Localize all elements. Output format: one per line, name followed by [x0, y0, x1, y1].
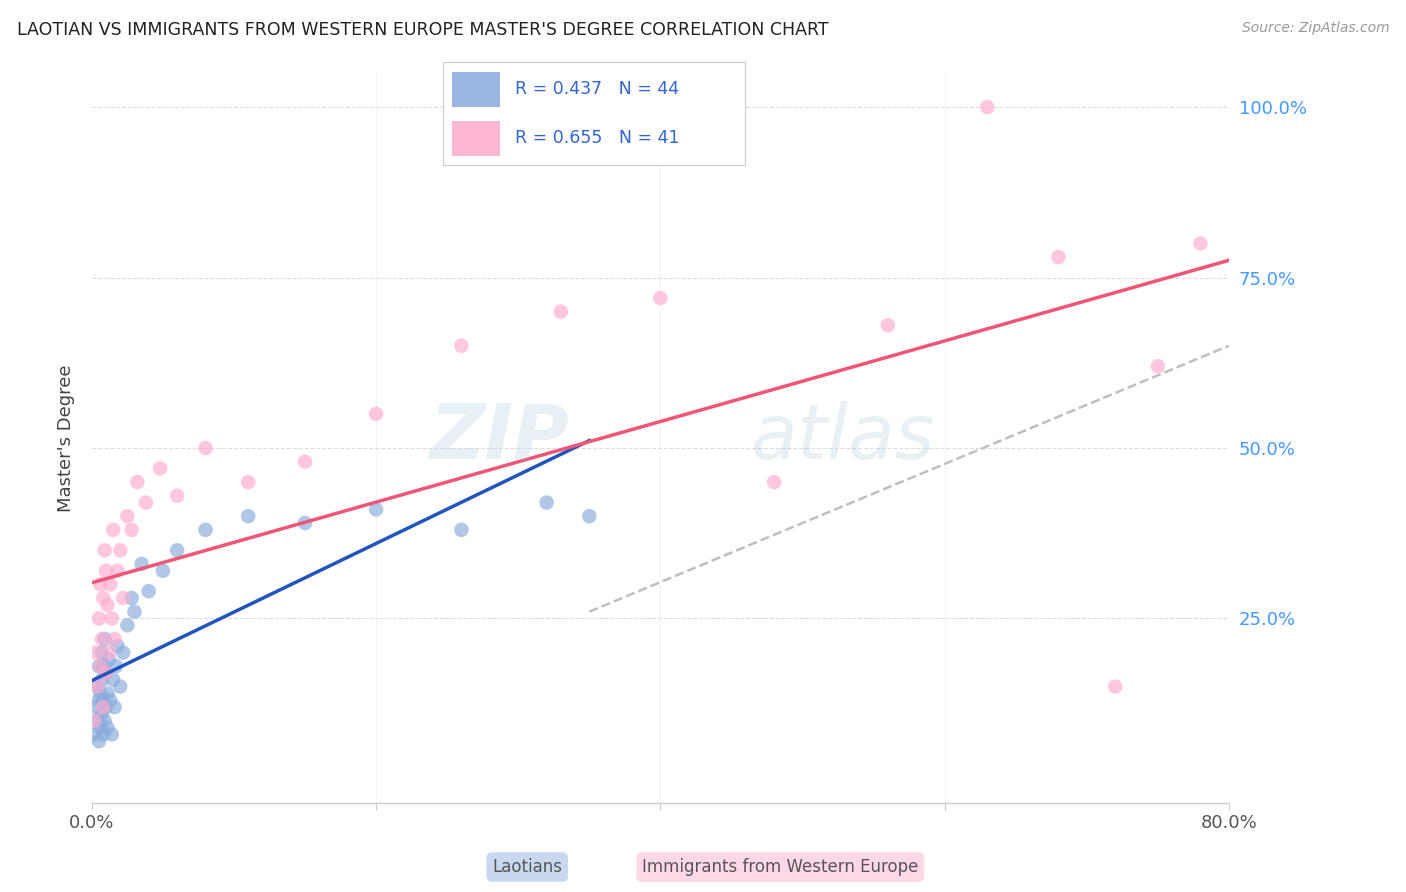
Point: [89, 721, 111, 735]
Point: [105, 659, 128, 673]
Point: [87, 734, 110, 748]
Point: [450, 339, 472, 353]
Point: [112, 646, 135, 660]
Text: Immigrants from Western Europe: Immigrants from Western Europe: [643, 858, 918, 876]
Point: [152, 564, 174, 578]
Text: Laotians: Laotians: [492, 858, 562, 876]
Point: [90, 673, 112, 687]
Y-axis label: Master's Degree: Master's Degree: [58, 364, 75, 511]
Point: [294, 516, 316, 530]
Point: [97, 652, 120, 666]
Point: [107, 639, 129, 653]
Point: [98, 577, 121, 591]
Point: [90, 706, 112, 721]
Point: [93, 714, 115, 728]
Point: [91, 727, 114, 741]
Point: [194, 523, 217, 537]
Point: [121, 591, 143, 605]
Point: [194, 441, 217, 455]
Point: [93, 543, 115, 558]
Point: [100, 611, 122, 625]
Point: [100, 727, 122, 741]
Bar: [451, 121, 501, 156]
Point: [89, 577, 111, 591]
Point: [550, 304, 572, 318]
Point: [110, 680, 132, 694]
Point: [149, 461, 172, 475]
Text: Source: ZipAtlas.com: Source: ZipAtlas.com: [1241, 21, 1389, 36]
Point: [450, 523, 472, 537]
Point: [110, 543, 132, 558]
Point: [138, 584, 160, 599]
Point: [366, 407, 388, 421]
Point: [124, 605, 146, 619]
Point: [83, 714, 105, 728]
Point: [112, 591, 135, 605]
Point: [96, 721, 118, 735]
Point: [103, 700, 125, 714]
Text: atlas: atlas: [751, 401, 936, 475]
Point: [166, 543, 188, 558]
Point: [94, 666, 117, 681]
Point: [135, 495, 157, 509]
Point: [91, 693, 114, 707]
Point: [238, 509, 260, 524]
Point: [117, 618, 139, 632]
Point: [876, 318, 898, 333]
Point: [101, 673, 124, 687]
Point: [93, 632, 115, 646]
Point: [763, 475, 786, 489]
Point: [96, 686, 118, 700]
Point: [91, 591, 114, 605]
Point: [127, 475, 149, 489]
Point: [578, 509, 600, 524]
Point: [650, 291, 672, 305]
Point: [91, 659, 114, 673]
Point: [121, 523, 143, 537]
Point: [90, 632, 112, 646]
Bar: [451, 71, 501, 106]
Point: [107, 564, 129, 578]
Point: [117, 509, 139, 524]
Point: [97, 646, 120, 660]
Text: R = 0.655   N = 41: R = 0.655 N = 41: [516, 129, 681, 147]
Point: [87, 611, 110, 625]
Text: ZIP: ZIP: [430, 401, 569, 475]
Point: [536, 495, 558, 509]
Point: [101, 523, 124, 537]
Point: [238, 475, 260, 489]
Text: LAOTIAN VS IMMIGRANTS FROM WESTERN EUROPE MASTER'S DEGREE CORRELATION CHART: LAOTIAN VS IMMIGRANTS FROM WESTERN EUROP…: [17, 21, 828, 39]
Point: [294, 455, 316, 469]
Point: [166, 489, 188, 503]
Point: [96, 598, 118, 612]
Point: [86, 714, 108, 728]
Point: [94, 564, 117, 578]
Point: [89, 659, 111, 673]
Point: [1147, 359, 1170, 374]
Point: [1104, 680, 1126, 694]
Point: [83, 727, 105, 741]
Point: [86, 680, 108, 694]
Point: [94, 666, 117, 681]
Point: [94, 700, 117, 714]
Point: [84, 700, 107, 714]
Point: [84, 646, 107, 660]
Point: [131, 557, 153, 571]
Point: [91, 700, 114, 714]
Point: [90, 646, 112, 660]
Point: [98, 693, 121, 707]
Point: [103, 632, 125, 646]
Point: [366, 502, 388, 516]
Point: [86, 680, 108, 694]
Point: [89, 686, 111, 700]
Point: [1189, 236, 1212, 251]
Point: [1047, 250, 1070, 264]
Text: R = 0.437   N = 44: R = 0.437 N = 44: [516, 80, 679, 98]
Point: [87, 659, 110, 673]
Point: [87, 693, 110, 707]
Point: [976, 100, 998, 114]
